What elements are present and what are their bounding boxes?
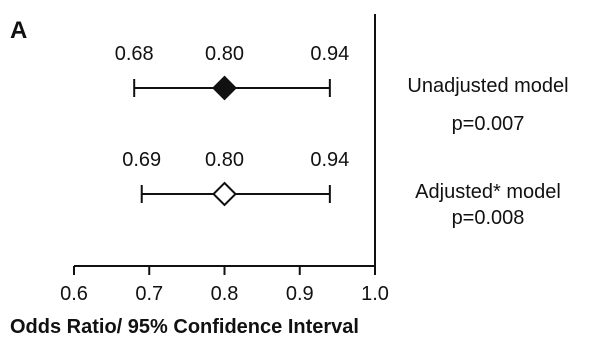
p-value-label: p=0.008 (452, 207, 525, 229)
x-tick-label: 0.9 (286, 283, 314, 305)
x-tick-label: 0.7 (135, 283, 163, 305)
x-tick-label: 1.0 (361, 283, 389, 305)
forest-row: 0.68 0.80 0.94 Unadjusted model p=0.007 (115, 43, 569, 135)
ci-upper-label: 0.94 (310, 43, 349, 65)
model-name-label: Adjusted* model (415, 181, 561, 203)
forest-row: 0.69 0.80 0.94 Adjusted* model p=0.008 (122, 149, 561, 229)
open-diamond-marker (212, 181, 237, 207)
x-axis-ticks: 0.6 0.7 0.8 0.9 1.0 (60, 266, 389, 305)
x-axis-title: Odds Ratio/ 95% Confidence Interval (10, 316, 359, 338)
x-tick-label: 0.6 (60, 283, 88, 305)
ci-lower-label: 0.69 (122, 149, 161, 171)
x-tick-label: 0.8 (211, 283, 239, 305)
ci-upper-label: 0.94 (310, 149, 349, 171)
model-name-label: Unadjusted model (407, 75, 568, 97)
p-value-label: p=0.007 (452, 113, 525, 135)
filled-diamond-marker (212, 75, 237, 101)
ci-lower-label: 0.68 (115, 43, 154, 65)
odds-ratio-label: 0.80 (205, 149, 244, 171)
panel-label: A (10, 17, 27, 44)
odds-ratio-label: 0.80 (205, 43, 244, 65)
